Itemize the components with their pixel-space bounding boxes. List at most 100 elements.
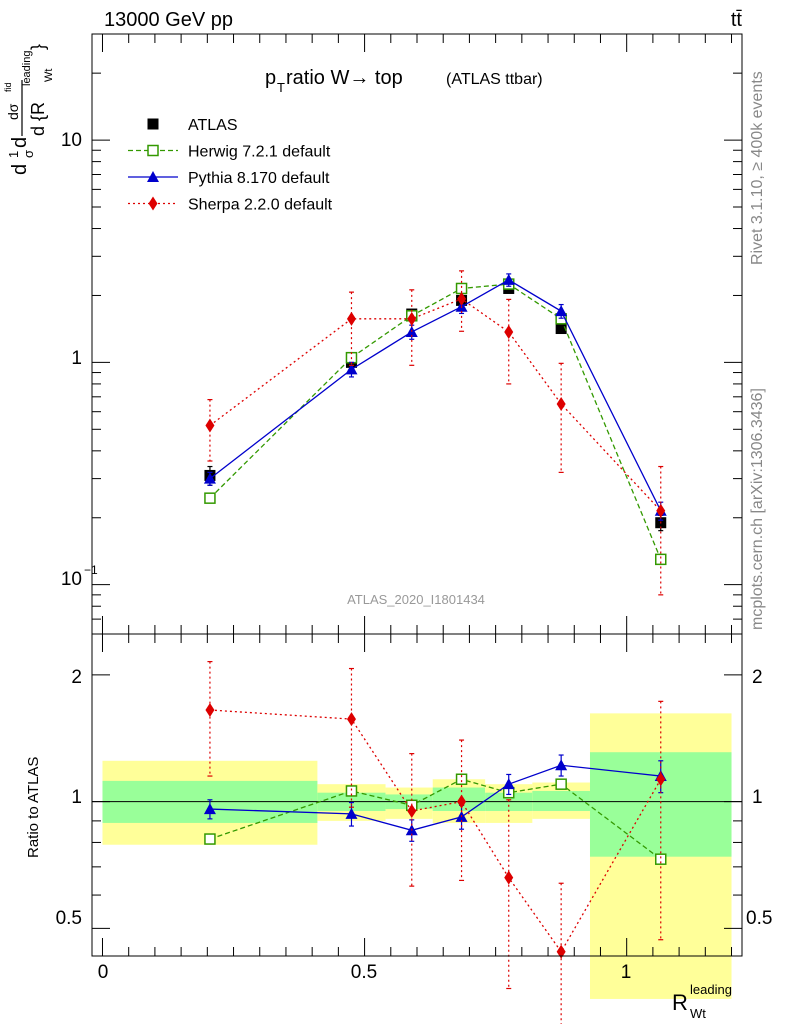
main-ylabel-leading: leading [21, 51, 33, 86]
main-ylabel-denominator: d {R [28, 102, 48, 136]
main-ylabel-fid: fid [3, 82, 13, 92]
main-series-pythia [203, 273, 667, 521]
plot-title-subscript: T [277, 80, 285, 95]
legend-entry-herwig: Herwig 7.2.1 default [128, 144, 331, 161]
ratio-panel-frame [91, 633, 743, 957]
ratio-point-sherpa [457, 794, 467, 809]
ratio-series-layer [203, 660, 667, 1024]
main-point-sherpa [656, 503, 666, 518]
main-y-tick-labels: 10 −1 1 10 [61, 130, 98, 590]
main-ylabel-d: d [9, 164, 31, 175]
ratio-ytick-label-2-right: 2 [752, 667, 763, 688]
main-errbar-sherpa [506, 298, 512, 385]
main-ylabel-wt: Wt [43, 69, 55, 82]
main-ylabel-one: 1 [6, 151, 21, 158]
xtick-label-1: 1 [621, 962, 632, 983]
ratio-point-sherpa [346, 712, 356, 727]
ratio-errbar-sherpa [658, 700, 664, 941]
ratio-point-pythia [345, 807, 358, 819]
main-point-herwig [655, 553, 667, 566]
ratio-point-pythia [203, 803, 216, 815]
main-series-layer [203, 270, 667, 596]
xlabel-subscript: Wt [690, 1006, 706, 1021]
ratio-point-pythia [555, 759, 568, 771]
ratio-point-herwig [655, 853, 667, 865]
ratio-point-pythia [502, 778, 515, 790]
main-ylabel-brace: } [28, 44, 48, 50]
main-ylabel-dsigma: dσ [5, 103, 21, 120]
ratio-ytick-label-0p5-right: 0.5 [746, 908, 772, 929]
legend-entry-pythia: Pythia 8.170 default [128, 170, 330, 187]
ytick-label-0p1-exponent: −1 [84, 563, 98, 577]
legend-entry-atlas: ATLAS [147, 117, 238, 134]
x-tick-labels: 0 0.5 1 [98, 962, 632, 983]
ratio-errbar-sherpa [558, 882, 564, 1024]
energy-label: 13000 GeV pp [104, 9, 233, 31]
ratio-series-sherpa [205, 660, 666, 1024]
legend-marker-atlas [147, 118, 159, 130]
ratio-errbar-sherpa [409, 753, 415, 887]
main-point-sherpa [556, 396, 566, 411]
main-y-axis-label: d 1 σ d dσ fid d {R leading Wt } [3, 44, 55, 175]
main-errbar-sherpa [658, 465, 664, 596]
ratio-errbar-sherpa [207, 660, 213, 777]
plot-title-main: p [265, 67, 276, 89]
ratio-ytick-label-1-right: 1 [752, 787, 763, 808]
main-point-pythia [203, 472, 216, 484]
main-point-sherpa [407, 311, 417, 326]
ratio-point-herwig [345, 785, 358, 797]
x-axis-label: R leading Wt [672, 982, 732, 1021]
xlabel-main: R [672, 990, 688, 1015]
ratio-errbar-sherpa [459, 739, 465, 882]
ratio-point-sherpa [205, 703, 215, 718]
analysis-id-label: ATLAS_2020_I1801434 [347, 592, 485, 607]
ratio-errbar-sherpa [348, 667, 354, 808]
legend-marker-herwig [147, 144, 159, 157]
legend-entry-sherpa: Sherpa 2.2.0 default [128, 196, 333, 214]
ratio-ytick-label-0p5-left: 0.5 [56, 908, 82, 929]
xlabel-superscript: leading [690, 982, 732, 997]
main-point-pythia [345, 363, 358, 375]
main-line-herwig [209, 283, 662, 560]
plot-title-rest: ratio W→ top [286, 67, 403, 89]
ratio-y-axis-label: Ratio to ATLAS [25, 757, 42, 858]
ratio-errbar-sherpa [506, 799, 512, 990]
ratio-point-sherpa [407, 803, 417, 818]
main-errbar-sherpa [558, 362, 564, 473]
legend-label-sherpa: Sherpa 2.2.0 default [188, 197, 333, 214]
main-point-sherpa [205, 418, 215, 433]
main-point-atlas [555, 323, 567, 335]
ratio-ytick-label-2-left: 2 [71, 667, 82, 688]
xtick-label-0p5: 0.5 [351, 962, 377, 983]
legend-marker-sherpa [148, 196, 158, 211]
ratio-point-herwig [555, 778, 567, 790]
legend-label-herwig: Herwig 7.2.1 default [188, 144, 331, 161]
main-series-sherpa [205, 270, 666, 596]
legend-label-pythia: Pythia 8.170 default [188, 170, 330, 187]
process-label: tt̄ [731, 9, 743, 31]
main-line-sherpa [209, 298, 662, 512]
legend-label-atlas: ATLAS [188, 117, 238, 134]
plot-title-small: (ATLAS ttbar) [446, 71, 543, 88]
main-point-herwig [204, 492, 216, 504]
ytick-label-0p1-base: 10 [61, 569, 82, 590]
ratio-y-tick-labels: 0.5 1 2 0.5 1 2 [56, 667, 773, 929]
ratio-point-herwig [204, 833, 216, 845]
main-point-pythia [502, 273, 515, 285]
main-ylabel-sigma: σ [21, 150, 36, 158]
main-errbar-sherpa [409, 289, 415, 366]
ratio-point-sherpa [556, 944, 566, 959]
main-ylabel-d2: d [9, 137, 31, 148]
plot-title: p T ratio W→ top (ATLAS ttbar) [265, 67, 543, 95]
main-point-pythia [555, 305, 568, 317]
main-point-sherpa [346, 311, 356, 326]
ytick-label-1: 1 [71, 348, 82, 369]
ratio-band-inner-5 [532, 790, 590, 811]
ratio-point-sherpa [656, 772, 666, 787]
xtick-label-0: 0 [98, 962, 109, 983]
ytick-label-10: 10 [61, 130, 82, 151]
ratio-ytick-label-1-left: 1 [71, 787, 82, 808]
rivet-version-label: Rivet 3.1.10, ≥ 400k events [749, 71, 766, 265]
mcplots-reference-label: mcplots.cern.ch [arXiv:1306.3436] [749, 388, 766, 630]
